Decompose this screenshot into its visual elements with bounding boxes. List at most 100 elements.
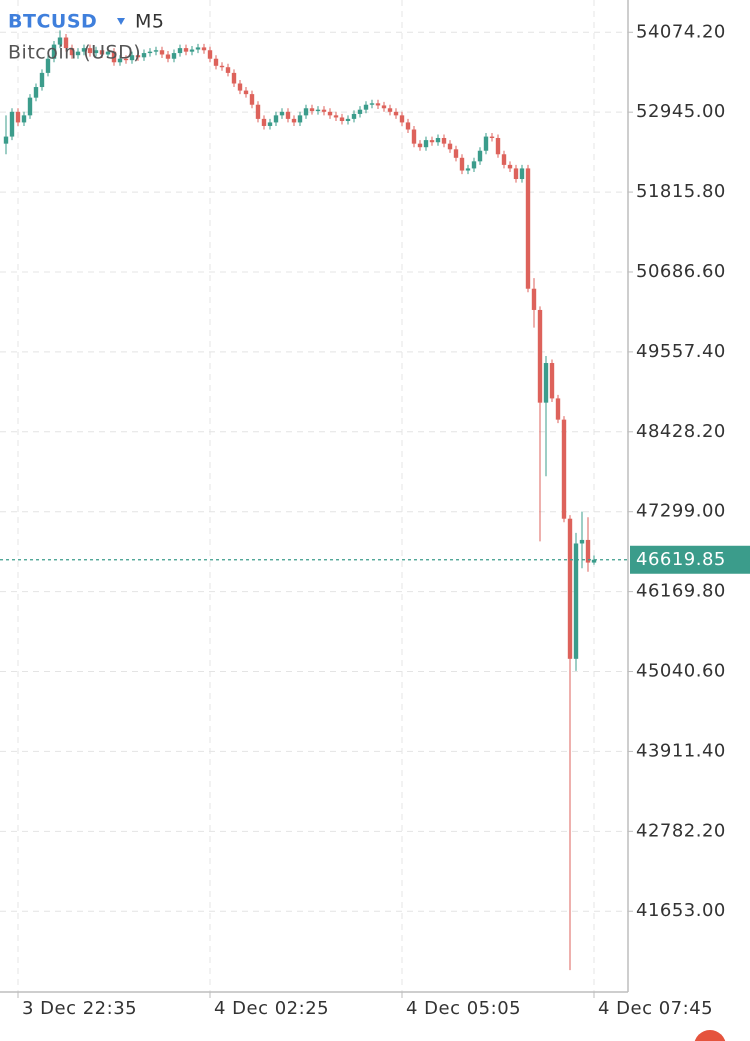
candle-body xyxy=(129,55,135,61)
last-price-box xyxy=(630,545,750,574)
candle-body xyxy=(15,111,21,123)
candle-body xyxy=(177,48,183,54)
candle-body xyxy=(183,48,189,52)
candle-body xyxy=(225,67,231,73)
candle-body xyxy=(501,154,507,165)
candle-body xyxy=(579,539,585,544)
candle-body xyxy=(105,51,111,55)
candle-body xyxy=(519,168,525,180)
candle-body xyxy=(291,118,297,123)
candle-body xyxy=(165,54,171,59)
candle-body xyxy=(453,149,459,158)
candle-body xyxy=(393,111,399,116)
candle-body xyxy=(585,539,591,563)
candle-body xyxy=(495,137,501,155)
candle-body xyxy=(381,105,387,109)
candle-body xyxy=(81,48,87,52)
candle-body xyxy=(27,97,33,116)
candle-body xyxy=(567,518,573,659)
candle-body xyxy=(219,65,225,68)
candle-body xyxy=(405,122,411,130)
candle-body xyxy=(345,118,351,122)
candles xyxy=(0,30,628,971)
symbol[interactable]: BTCUSD xyxy=(8,11,97,33)
candle-body xyxy=(321,109,327,112)
candle-body xyxy=(117,58,123,63)
y-tick-label: 42782.20 xyxy=(636,820,726,841)
candle-body xyxy=(483,136,489,151)
candle-body xyxy=(123,58,129,61)
candle-body xyxy=(489,136,495,138)
y-tick-label: 52945.00 xyxy=(636,101,726,122)
candle-body xyxy=(525,168,531,289)
candle-body xyxy=(417,143,423,148)
candle-body xyxy=(33,87,39,98)
candle-body xyxy=(333,115,339,118)
candle-body xyxy=(429,140,435,143)
x-tick-label: 4 Dec 05:05 xyxy=(406,998,521,1019)
candle-body xyxy=(537,309,543,403)
candle-body xyxy=(147,51,153,54)
candle-body xyxy=(141,53,147,58)
candle-body xyxy=(513,168,519,180)
candle-body xyxy=(315,109,321,112)
grid xyxy=(0,0,628,992)
candle-body xyxy=(285,111,291,119)
candle-body xyxy=(399,115,405,123)
candle-body xyxy=(363,104,369,110)
symbol-dropdown-icon[interactable] xyxy=(117,18,125,25)
y-tick-label: 50686.60 xyxy=(636,261,726,282)
candle-body xyxy=(261,118,267,126)
notification-badge[interactable] xyxy=(694,1030,726,1041)
axes: 54074.20 52945.00 51815.80 50686.60 49557.40… xyxy=(17,21,750,1019)
candle-body xyxy=(57,37,63,45)
candle-body xyxy=(237,83,243,91)
candle-body xyxy=(471,161,477,169)
candle-body xyxy=(369,103,375,105)
candle-body xyxy=(357,109,363,114)
candle-body xyxy=(243,90,249,95)
y-tick-label: 45040.60 xyxy=(636,661,726,682)
candle-body xyxy=(555,398,561,420)
candle-body xyxy=(447,143,453,150)
candle-body xyxy=(573,543,579,659)
candle-body xyxy=(309,108,315,112)
candle-body xyxy=(441,137,447,144)
y-tick-label: 47299.00 xyxy=(636,501,726,522)
candle-body xyxy=(213,58,219,66)
x-tick-label: 4 Dec 02:25 xyxy=(214,998,329,1019)
candle-body xyxy=(111,51,117,63)
candle-body xyxy=(591,559,597,563)
candle-body xyxy=(477,150,483,162)
candle-body xyxy=(411,129,417,144)
candle-body xyxy=(375,103,381,106)
candle-body xyxy=(135,55,141,58)
y-tick-label: 54074.20 xyxy=(636,21,726,42)
candle-body xyxy=(87,48,93,54)
candle-body xyxy=(75,51,81,56)
candle-body xyxy=(69,48,75,56)
interval[interactable]: M5 xyxy=(135,11,164,33)
y-tick-label: 51815.80 xyxy=(636,181,726,202)
candle-body xyxy=(195,47,201,50)
candle-body xyxy=(549,363,555,399)
candle-body xyxy=(9,111,15,137)
candle-body xyxy=(159,50,165,55)
candle-body xyxy=(465,168,471,171)
candle-body xyxy=(267,122,273,126)
candle-body xyxy=(231,72,237,84)
y-tick-label: 43911.40 xyxy=(636,740,726,761)
candle-body xyxy=(273,115,279,123)
candle-body xyxy=(93,50,99,54)
candle-body xyxy=(51,44,57,59)
candle-body xyxy=(99,50,105,55)
candle-body xyxy=(339,117,345,122)
candle-body xyxy=(351,113,357,119)
candle-body xyxy=(39,72,45,88)
candle-body xyxy=(387,108,393,112)
candle-body xyxy=(201,47,207,51)
candle-body xyxy=(507,164,513,169)
y-tick-label: 46169.80 xyxy=(636,581,726,602)
candle-body xyxy=(531,288,537,310)
